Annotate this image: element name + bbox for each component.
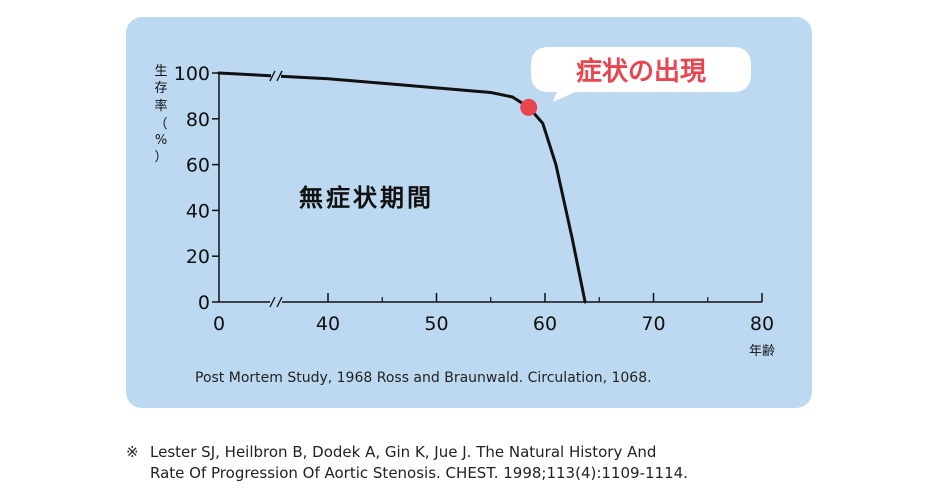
survival-curve — [217, 71, 587, 304]
curve-break-gap — [271, 69, 281, 82]
y-axis-label: 生存率 （% ） — [154, 64, 167, 165]
y-axis-label-char: % — [155, 133, 167, 148]
axis-breaks — [269, 70, 283, 308]
reference-line-2: Rate Of Progression Of Aortic Stenosis. … — [150, 464, 688, 482]
x-tick-label: 70 — [641, 313, 665, 335]
source-note: Post Mortem Study, 1968 Ross and Braunwa… — [195, 370, 652, 386]
axis-break-stroke — [269, 296, 276, 308]
x-tick-label: 80 — [750, 313, 774, 335]
callout-label: 症状の出現 — [576, 56, 706, 87]
y-tick-label: 40 — [186, 200, 210, 222]
y-axis-label-char: （ — [154, 117, 167, 132]
asymptomatic-period-label: 無症状期間 — [299, 184, 434, 212]
axis-ticks: 100 80 60 40 20 00 40 50 60 70 80 — [174, 63, 774, 335]
curve-break-stroke — [276, 70, 283, 82]
y-axis-label-char: 率 — [154, 98, 167, 114]
symptom-onset-marker — [520, 98, 538, 116]
curve-break-stroke — [269, 70, 276, 82]
callout-bubble: 症状の出現 — [531, 47, 751, 102]
series-group — [217, 69, 587, 304]
y-tick-label: 80 — [186, 109, 210, 131]
y-tick-label: 60 — [186, 155, 210, 177]
axis-break-gap — [270, 296, 282, 308]
y-tick-label: 100 — [174, 63, 210, 85]
y-axis-label-char: ） — [154, 150, 167, 165]
x-tick-label: 40 — [316, 313, 340, 335]
y-axis-label-char: 生 — [154, 64, 167, 79]
y-tick-label: 20 — [186, 246, 210, 268]
y-tick-label: 0 — [198, 292, 210, 314]
x-tick-label: 50 — [424, 313, 448, 335]
x-tick-label: 0 — [213, 313, 225, 335]
reference-line-1: Lester SJ, Heilbron B, Dodek A, Gin K, J… — [150, 443, 657, 461]
reference-mark: ※ — [126, 443, 139, 461]
y-axis-label-char: 存 — [154, 81, 167, 96]
x-tick-label: 60 — [533, 313, 557, 335]
x-axis-label: 年齢 — [749, 344, 775, 359]
axis-break-stroke — [276, 296, 283, 308]
